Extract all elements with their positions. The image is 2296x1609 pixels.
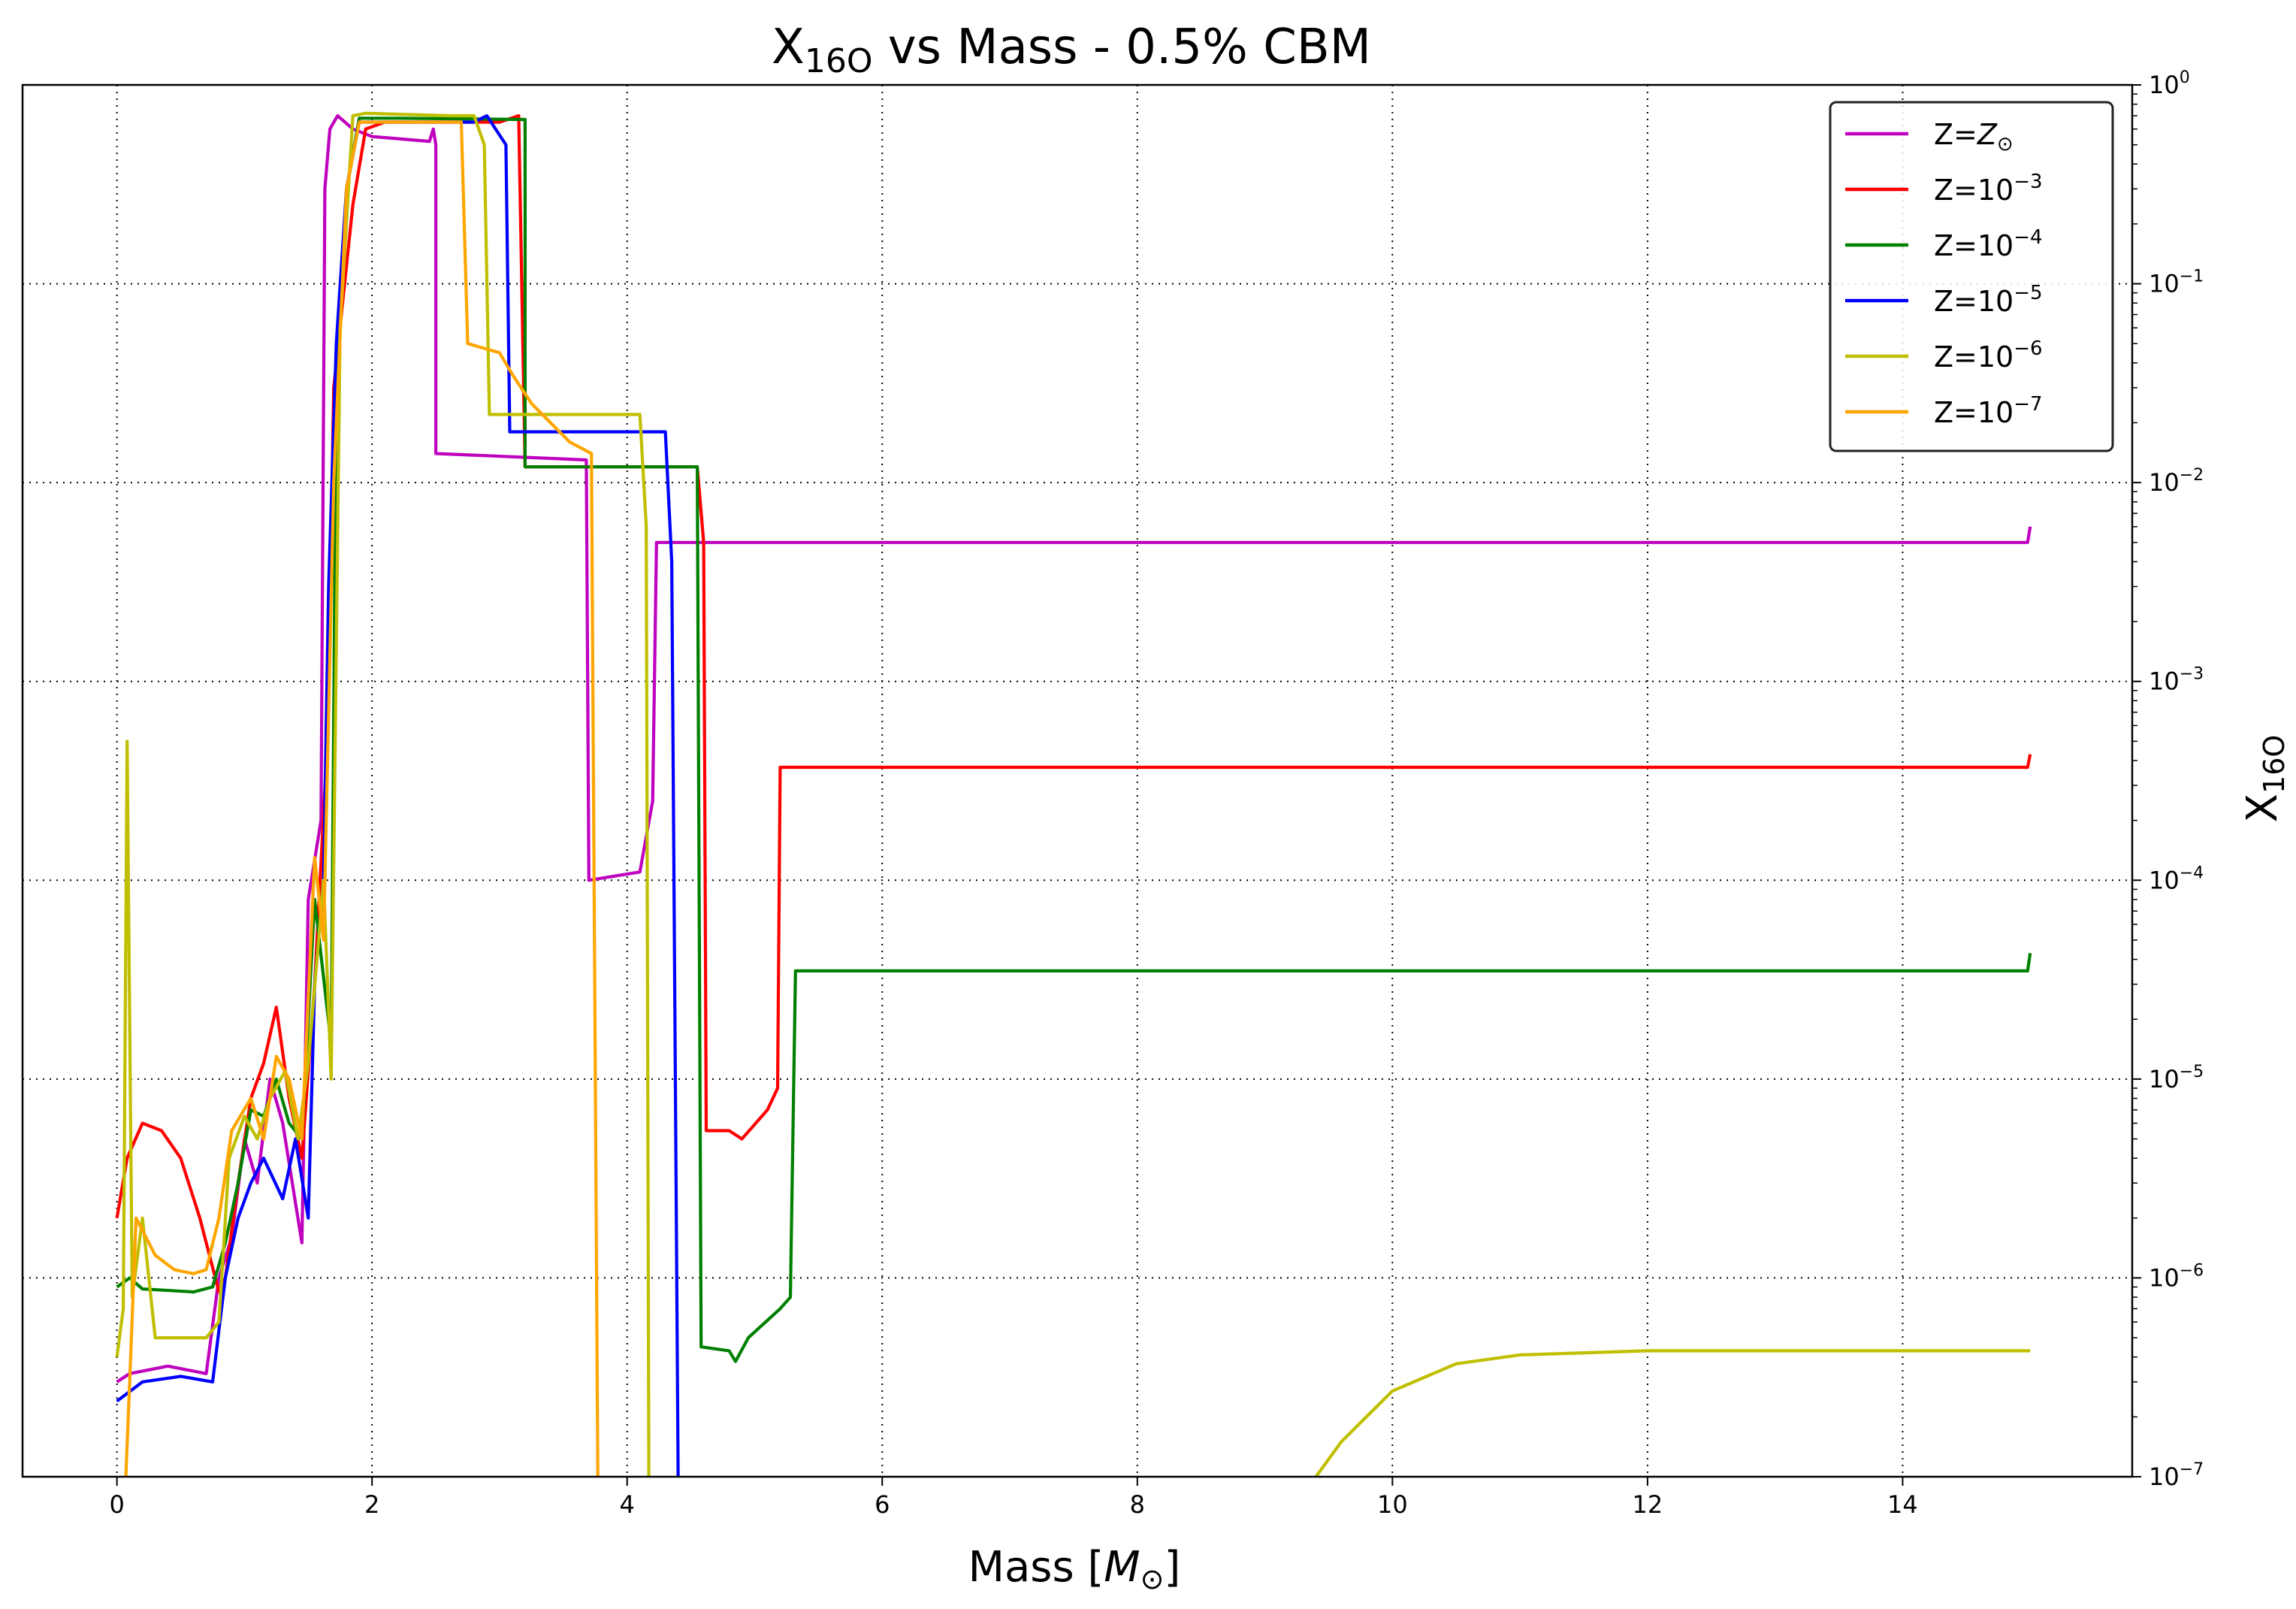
x-axis-label-main: Mass [ (968, 1543, 1104, 1592)
plot-frame (21, 83, 2134, 1478)
y-tick-label: 100 (2149, 68, 2190, 99)
y-axis-label-main: X (2238, 794, 2287, 822)
x-tick-label: 8 (1130, 1490, 1145, 1519)
legend-label-3: Z=10−5 (1934, 282, 2043, 318)
series-line-5 (124, 120, 600, 1477)
y-axis-label-sub: 16O (2258, 735, 2291, 794)
x-tick-label: 10 (1377, 1490, 1408, 1519)
data-lines (115, 111, 2032, 1477)
chart-title-rest: vs Mass - 0.5% CBM (872, 20, 1371, 75)
series-line-4-tail (1314, 1349, 2031, 1477)
y-axis-label: X16O (2238, 735, 2291, 823)
x-axis-label-sub: ⊙ (1140, 1562, 1165, 1595)
legend-label-5: Z=10−7 (1934, 393, 2043, 429)
legend-label-1: Z=10−3 (1934, 171, 2043, 207)
x-tick-label: 12 (1633, 1490, 1663, 1519)
x-tick-label: 14 (1887, 1490, 1918, 1519)
legend-label-2: Z=10−4 (1934, 226, 2043, 262)
x-tick-label: 4 (620, 1490, 635, 1519)
y-tick-label: 10−1 (2149, 268, 2204, 298)
x-tick-label: 6 (875, 1490, 890, 1519)
legend: Z=Z⊙ Z=10−3 Z=10−4 Z=10−5 Z=10−6 Z=10−7 (1829, 101, 2114, 452)
x-axis-label-sym: M (1104, 1543, 1140, 1592)
axes: 0 2 4 6 8 10 12 14 100 10−1 10−2 10−3 10−4 10−5 10−6 10… (21, 68, 2204, 1519)
x-axis-label: Mass [M⊙] (968, 1543, 1181, 1595)
legend-label-4: Z=10−6 (1934, 337, 2043, 374)
y-tick-label: 10−5 (2149, 1063, 2204, 1093)
x-tick-label: 2 (364, 1490, 379, 1519)
x-axis-label-end: ] (1164, 1543, 1180, 1592)
y-tick-label: 10−7 (2149, 1460, 2204, 1491)
x-tick-label: 0 (109, 1490, 124, 1519)
y-tick-label: 10−6 (2149, 1261, 2204, 1292)
chart-title-main: X (772, 20, 805, 75)
series-line-4 (115, 111, 651, 1477)
y-tick-label: 10−2 (2149, 466, 2204, 497)
legend-label-0: Z=Z⊙ (1934, 118, 2014, 156)
y-tick-label: 10−3 (2149, 665, 2204, 696)
chart-title: X16O vs Mass - 0.5% CBM (772, 20, 1371, 80)
y-tick-label: 10−4 (2149, 863, 2204, 894)
chart-title-sub: 16O (805, 42, 873, 80)
